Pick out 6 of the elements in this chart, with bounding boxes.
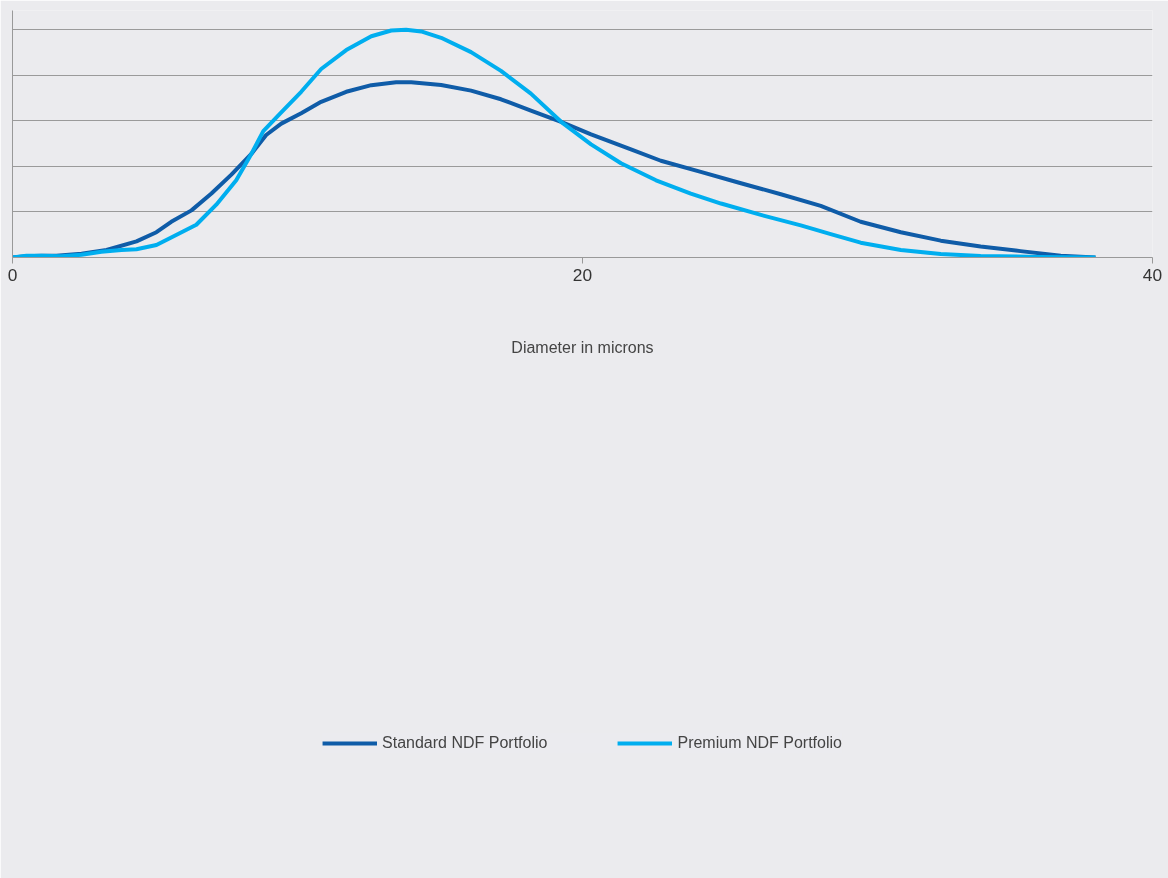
- x-tick-label: 20: [572, 264, 593, 285]
- x-tick-label: 40: [1142, 264, 1163, 285]
- x-tick-label: 0: [7, 264, 18, 285]
- x-axis-title: Diameter in microns: [511, 338, 654, 356]
- legend-label: Premium NDF Portfolio: [677, 734, 842, 752]
- legend-label: Standard NDF Portfolio: [382, 734, 548, 752]
